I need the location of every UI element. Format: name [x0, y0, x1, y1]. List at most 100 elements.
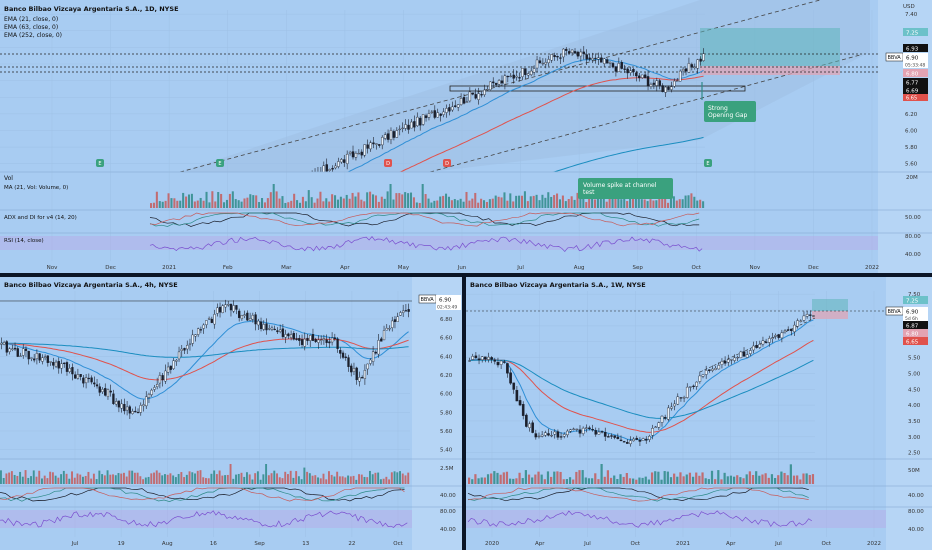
left-rsi-hi: 80.00 [440, 509, 456, 515]
volume-bar [640, 199, 643, 208]
volume-bar [652, 200, 655, 208]
volume-bar [654, 471, 657, 484]
top-long-stop-box [700, 66, 840, 75]
top-currency: USD [903, 4, 915, 10]
candle [2, 342, 6, 345]
candle [559, 57, 562, 59]
volume-bar [269, 192, 272, 208]
volume-bar [699, 199, 702, 208]
candle [125, 406, 129, 411]
candle [27, 350, 30, 360]
candle [622, 441, 626, 443]
volume-bar [587, 478, 591, 484]
volume-bar [333, 476, 336, 484]
volume-bar [243, 476, 246, 484]
candle [670, 86, 673, 90]
volume-bar [643, 199, 646, 208]
right-ema252-line [469, 359, 814, 419]
top-rsi-title: RSI (14, close) [4, 238, 44, 244]
candle [213, 314, 216, 325]
event-mark[interactable] [216, 159, 224, 167]
volume-bar [732, 476, 736, 484]
right-rsi-hi: 80.00 [908, 509, 924, 515]
candle [477, 93, 480, 100]
candle [582, 51, 585, 54]
volume-bar [174, 477, 177, 484]
event-mark[interactable] [384, 159, 392, 167]
candle [496, 361, 500, 366]
candle [556, 56, 559, 58]
volume-bar [125, 476, 128, 484]
volume-bar [79, 474, 82, 484]
candle [0, 342, 3, 345]
candle [670, 406, 673, 409]
candle [538, 60, 542, 64]
right-price-tag: 6.87 [906, 324, 919, 330]
candle [812, 315, 815, 317]
top-chart[interactable]: Banco Bilbao Vizcaya Argentaria S.A., 1D… [0, 0, 932, 273]
price-label: 2.50 [908, 451, 921, 457]
volume-bar [773, 477, 777, 484]
tag-bg [903, 69, 928, 77]
volume-bar [325, 198, 328, 208]
price-tag: 6.80 [906, 72, 919, 78]
candle [363, 144, 366, 156]
top-time-axis: Nov Dec 2021 Feb Mar Apr May Jun Jul Aug Sep Oct Nov… [47, 265, 879, 271]
top-indicator-1: EMA (21, close, 0) [4, 16, 58, 23]
volume-bar [663, 471, 666, 484]
volume-bar [188, 471, 191, 484]
candle [515, 75, 518, 78]
candle [199, 329, 203, 331]
candle [607, 436, 610, 438]
candle [471, 92, 474, 95]
top-price-axis [878, 0, 932, 273]
candle [616, 436, 620, 440]
candle [681, 68, 685, 72]
candle [494, 82, 498, 85]
volume-bar [531, 477, 534, 484]
volume-bar [714, 479, 717, 484]
candle [605, 59, 609, 64]
volume-bar [255, 195, 258, 208]
volume-bar [409, 192, 413, 208]
candle [567, 51, 571, 54]
volume-bar [354, 196, 357, 208]
volume-bar [710, 470, 714, 484]
candle [166, 366, 170, 373]
volume-bar [565, 479, 568, 484]
candle [382, 330, 386, 341]
volume-bar [573, 199, 576, 208]
volume-bar [702, 201, 705, 208]
volume-bar [172, 475, 175, 484]
event-mark[interactable] [704, 159, 712, 167]
volume-bar [336, 199, 339, 208]
volume-bar [317, 477, 319, 484]
event-mark[interactable] [443, 159, 451, 167]
candle [497, 80, 501, 85]
volume-bar [729, 475, 733, 484]
volume-bar [363, 476, 366, 484]
left-price-axis [412, 277, 462, 550]
candle [693, 66, 696, 69]
time-label: Dec [105, 265, 116, 271]
candle [106, 389, 110, 397]
volume-bar [502, 472, 505, 484]
volume-bar [217, 192, 220, 208]
candle [502, 361, 506, 363]
volume-bar [679, 472, 682, 484]
event-mark[interactable] [96, 159, 104, 167]
candle [777, 334, 781, 338]
left-chart[interactable]: Banco Bilbao Vizcaya Argentaria S.A., 4h… [0, 277, 462, 550]
candle [183, 348, 186, 351]
candle [295, 338, 298, 340]
volume-bar [289, 470, 292, 484]
volume-bar [436, 200, 439, 208]
price-tag: 6.77 [906, 81, 919, 87]
volume-bar [152, 202, 155, 208]
volume-bar [142, 479, 145, 484]
candle [380, 338, 383, 342]
right-chart[interactable]: Banco Bilbao Vizcaya Argentaria S.A., 1W… [466, 277, 932, 550]
candle [41, 357, 44, 362]
candle [328, 341, 331, 344]
